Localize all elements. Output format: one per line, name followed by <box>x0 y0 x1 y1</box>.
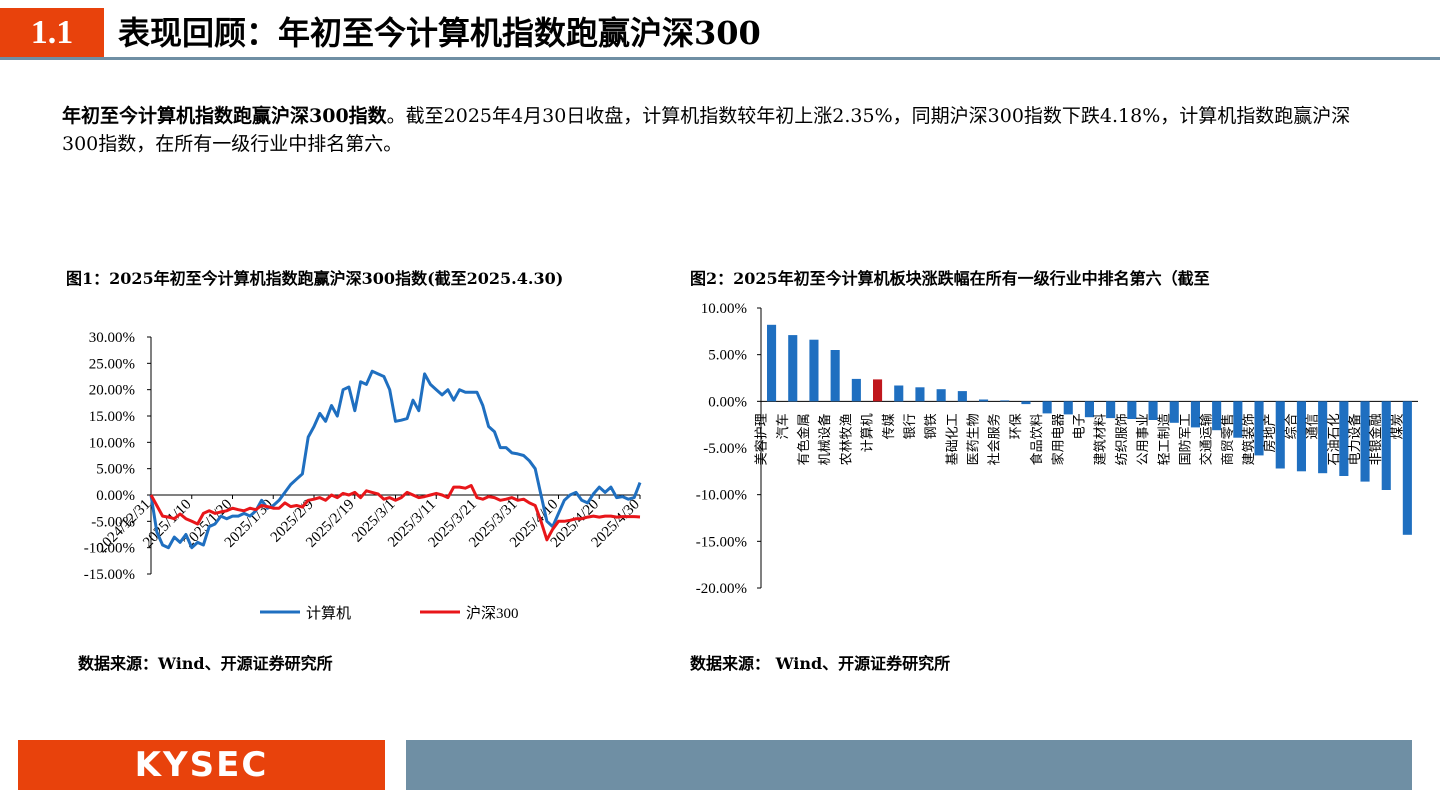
category-label: 电力设备 <box>1347 413 1362 465</box>
category-label: 煤炭 <box>1389 413 1404 439</box>
bar <box>1084 401 1094 418</box>
category-label: 建筑材料 <box>1093 413 1108 465</box>
category-label: 钢铁 <box>923 413 938 439</box>
bar <box>894 385 904 402</box>
bar <box>851 378 861 402</box>
bar <box>1318 401 1328 474</box>
category-label: 汽车 <box>775 413 790 439</box>
section-number: 1.1 <box>0 8 104 58</box>
legend-label: 沪深300 <box>466 605 519 622</box>
category-label: 建筑装饰 <box>1241 413 1256 465</box>
bar <box>1106 401 1116 419</box>
y-tick-label: 10.00% <box>89 435 135 451</box>
category-label: 食品饮料 <box>1029 413 1044 465</box>
figure1-title: 图1：2025年初至今计算机指数跑赢沪深300指数(截至2025.4.30) <box>66 269 564 288</box>
y-tick-label: 0.00% <box>96 488 135 504</box>
category-label: 美容护理 <box>754 413 769 465</box>
category-label: 纺织服饰 <box>1114 413 1129 465</box>
y-tick-label: 10.00% <box>701 301 747 317</box>
bar <box>1063 401 1073 415</box>
figure2-title: 图2：2025年初至今计算机板块涨跌幅在所有一级行业中排名第六（截至 <box>690 269 1210 288</box>
intro-paragraph: 年初至今计算机指数跑赢沪深300指数。截至2025年4月30日收盘，计算机指数较… <box>62 102 1382 158</box>
y-tick-label: 20.00% <box>89 383 135 399</box>
category-label: 基础化工 <box>944 413 959 465</box>
bar <box>1169 401 1179 423</box>
bar <box>1021 401 1031 405</box>
y-tick-label: -5.00% <box>703 441 747 457</box>
series-line <box>149 369 642 550</box>
bar <box>1148 401 1158 420</box>
y-tick-label: 25.00% <box>89 356 135 372</box>
bar <box>788 335 798 402</box>
category-label: 公用事业 <box>1135 413 1150 465</box>
category-label: 银行 <box>902 413 917 439</box>
category-label: 房地产 <box>1262 413 1277 452</box>
category-label: 社会服务 <box>987 413 1002 465</box>
bar <box>979 399 989 402</box>
y-tick-label: -20.00% <box>696 581 747 597</box>
bar <box>1381 401 1391 490</box>
category-label: 计算机 <box>860 413 875 452</box>
bar <box>1275 401 1285 469</box>
category-label: 交通运输 <box>1199 413 1214 465</box>
header-divider <box>0 57 1440 60</box>
category-label: 环保 <box>1008 413 1023 439</box>
footer-bar <box>406 740 1412 790</box>
page-title: 表现回顾：年初至今计算机指数跑赢沪深300 <box>118 14 761 52</box>
category-label: 商贸零售 <box>1220 413 1235 465</box>
y-tick-label: 0.00% <box>708 394 747 410</box>
legend-label: 计算机 <box>306 604 351 622</box>
kysec-logo: KYSEC <box>134 745 269 785</box>
bar <box>1042 401 1052 414</box>
y-tick-label: 5.00% <box>708 348 747 364</box>
footer-brand-bar: KYSEC <box>18 740 385 790</box>
y-tick-label: -10.00% <box>84 541 135 557</box>
category-label: 农林牧渔 <box>838 413 853 465</box>
y-tick-label: -10.00% <box>696 488 747 504</box>
bar <box>915 387 925 402</box>
y-tick-label: -15.00% <box>84 567 135 583</box>
bar <box>873 379 883 402</box>
intro-bold: 年初至今计算机指数跑赢沪深300指数 <box>62 105 387 127</box>
bar <box>1360 401 1370 482</box>
category-label: 医药生物 <box>966 413 981 465</box>
category-label: 通信 <box>1305 413 1320 439</box>
bar <box>1212 401 1222 431</box>
bar <box>1339 401 1349 476</box>
y-tick-label: 30.00% <box>89 330 135 346</box>
category-label: 传媒 <box>881 413 896 439</box>
category-label: 电子 <box>1072 413 1087 439</box>
y-tick-label: -5.00% <box>91 514 135 530</box>
y-tick-label: 15.00% <box>89 409 135 425</box>
bar-chart: 10.00% 5.00% 0.00% -5.00% -10.00% -15.00% -20.… <box>696 301 1418 597</box>
intro-text: 。截至2025年4月30日收盘，计算机指数较年初上涨2.35%，同期沪深300指… <box>62 105 1351 155</box>
figure2-source: 数据来源： Wind、开源证券研究所 <box>690 654 951 673</box>
category-label: 机械设备 <box>817 413 832 465</box>
bar <box>1254 401 1264 456</box>
line-chart: 30.00% 25.00% 20.00% 15.00% 10.00% 5.00% 0.00%… <box>84 330 643 622</box>
bar <box>1127 401 1137 419</box>
series-line <box>149 484 641 542</box>
category-label: 有色金属 <box>796 413 811 465</box>
figure1-source: 数据来源：Wind、开源证券研究所 <box>78 654 333 673</box>
bar <box>767 324 777 402</box>
bar <box>1296 401 1306 472</box>
category-label: 非银金融 <box>1368 413 1383 465</box>
category-label: 国防军工 <box>1177 413 1192 465</box>
bar <box>830 350 840 402</box>
bar <box>1000 400 1010 402</box>
category-label: 轻工制造 <box>1156 413 1171 465</box>
y-tick-label: 5.00% <box>96 462 135 478</box>
bar <box>809 339 819 402</box>
bar <box>957 391 967 402</box>
category-label: 家用电器 <box>1050 413 1065 465</box>
category-label: 综合 <box>1283 413 1298 439</box>
category-label: 石油石化 <box>1326 413 1341 465</box>
bar <box>936 389 946 402</box>
bar <box>1190 401 1200 428</box>
y-tick-label: -15.00% <box>696 534 747 550</box>
bar <box>1233 401 1243 438</box>
bar <box>1402 401 1412 535</box>
